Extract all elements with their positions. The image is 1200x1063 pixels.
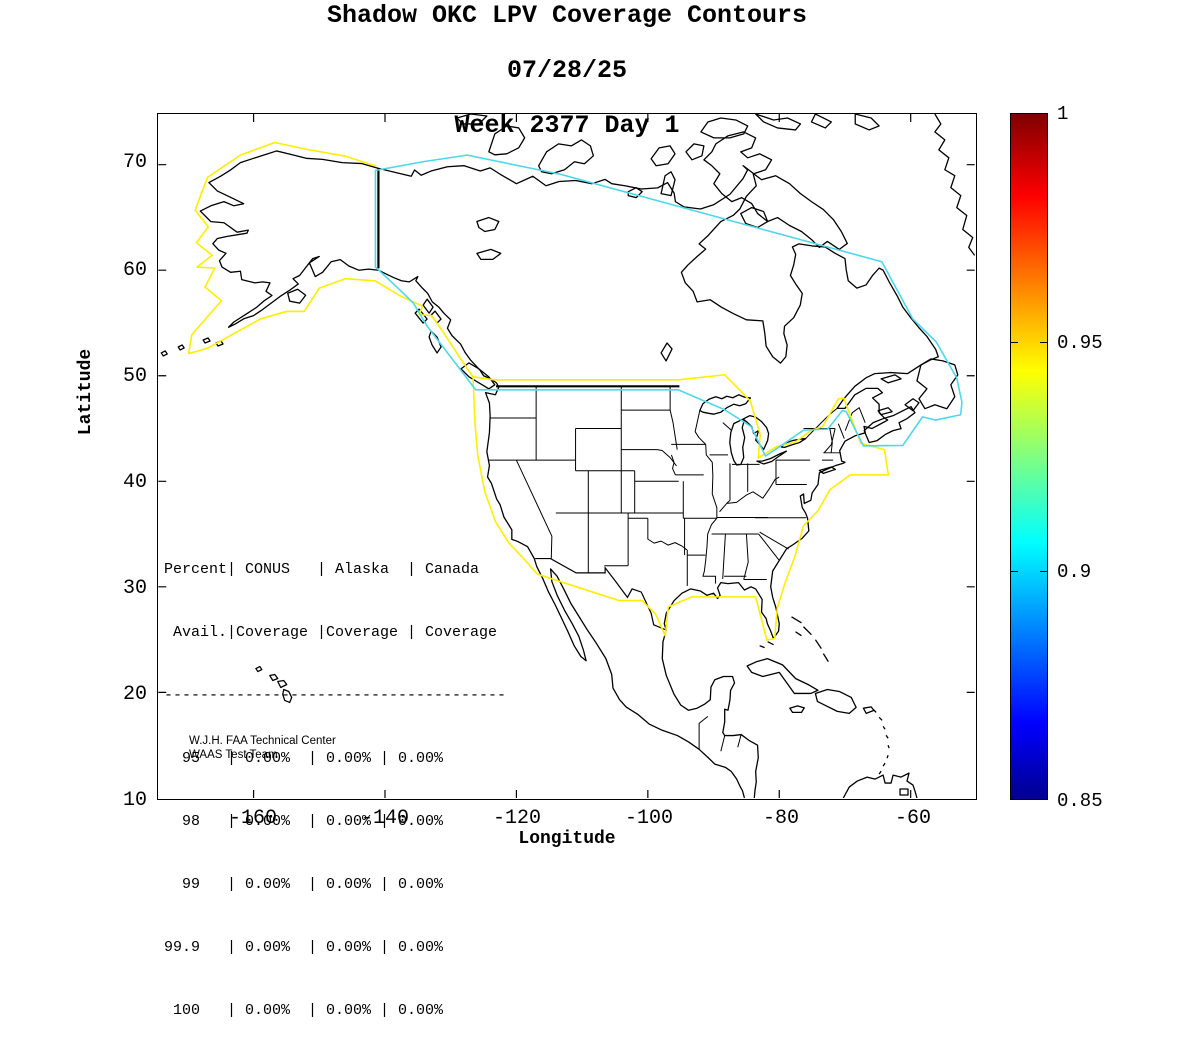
- colorbar-label-095: 0.95: [1057, 332, 1103, 354]
- y-tick-label-50: 50: [122, 365, 147, 388]
- x-tick-label--120: -120: [492, 807, 541, 830]
- colorbar-label-090: 0.9: [1057, 561, 1092, 583]
- x-tick-label--60: -60: [894, 807, 931, 830]
- coverage-table: Percent| CONUS | Alaska | Canada Avail.|…: [164, 517, 506, 1063]
- st-lawrence-river: [805, 408, 838, 439]
- coverage-table-row-98: 98 | 0.00% | 0.00% | 0.00%: [164, 813, 444, 830]
- coverage-table-header-2: Avail.|Coverage |Coverage | Coverage: [164, 624, 498, 641]
- colorbar-tick-095-left: [1011, 342, 1018, 343]
- coverage-table-row-100: 100 | 0.00% | 0.00% | 0.00%: [164, 1002, 444, 1019]
- title-line-2: 07/28/25: [506, 56, 628, 85]
- axis-tick-marks: [158, 114, 975, 798]
- colorbar-tick-095-right: [1040, 342, 1047, 343]
- canadian-lakes: [476, 216, 673, 362]
- credits-line-2: WAAS Test Team: [189, 749, 278, 761]
- title-line-1: Shadow OKC LPV Coverage Contours: [326, 1, 808, 30]
- y-tick-label-70: 70: [122, 151, 147, 174]
- colorbar-tick-090-left: [1011, 571, 1018, 572]
- us-state-borders: [488, 386, 866, 586]
- greenland-coast: [934, 114, 975, 256]
- x-tick-label--80: -80: [762, 807, 799, 830]
- x-axis-title: Longitude: [518, 829, 616, 849]
- y-tick-label-10: 10: [122, 789, 147, 812]
- central-america-borders: [698, 715, 742, 752]
- figure-title: Shadow OKC LPV Coverage Contours 07/28/2…: [157, 2, 977, 140]
- y-axis-title: Latitude: [76, 348, 96, 436]
- south-america-coast: [842, 772, 918, 798]
- coastline-pacific-alaska: [199, 150, 746, 798]
- contour-level-090-path: [374, 154, 963, 457]
- map-plot-area: Percent| CONUS | Alaska | Canada Avail.|…: [157, 113, 977, 1019]
- credits: W.J.H. FAA Technical Center WAAS Test Te…: [189, 734, 336, 762]
- colorbar-tick-090-right: [1040, 571, 1047, 572]
- credits-line-1: W.J.H. FAA Technical Center: [189, 735, 336, 747]
- x-tick-label--100: -100: [624, 807, 673, 830]
- y-tick-label-20: 20: [122, 683, 147, 706]
- y-tick-label-60: 60: [122, 259, 147, 282]
- caribbean-islands: [746, 616, 909, 796]
- arctic-islands: [456, 114, 880, 251]
- colorbar-label-085: 0.85: [1057, 790, 1103, 812]
- contour-level-095-path: [187, 141, 890, 641]
- colorbar-label-1: 1: [1057, 103, 1069, 125]
- coverage-table-row-95: 95 | 0.00% | 0.00% | 0.00%: [164, 750, 444, 767]
- hawaii-islands: [255, 665, 293, 704]
- atlantic-canada-islands: [818, 358, 959, 475]
- pacific-islands: [287, 288, 496, 390]
- coverage-table-row-99-9: 99.9 | 0.00% | 0.00% | 0.00%: [164, 939, 444, 956]
- x-tick-label--160: -160: [228, 807, 277, 830]
- us-mexico-border: [535, 557, 667, 631]
- y-tick-label-40: 40: [122, 471, 147, 494]
- map-svg: [158, 114, 975, 798]
- x-tick-label--140: -140: [360, 807, 409, 830]
- coverage-table-separator: --------------------------------------: [164, 687, 507, 704]
- y-tick-label-30: 30: [122, 577, 147, 600]
- matlab-figure-window: { "title": { "line1": "Shadow OKC LPV Co…: [76, 1, 1103, 1019]
- coverage-table-header-1: Percent| CONUS | Alaska | Canada: [164, 561, 480, 578]
- aleutian-island-dots: [160, 337, 224, 357]
- national-borders: [377, 168, 742, 752]
- colorbar-gradient: [1010, 113, 1048, 800]
- coverage-table-row-99: 99 | 0.00% | 0.00% | 0.00%: [164, 876, 444, 893]
